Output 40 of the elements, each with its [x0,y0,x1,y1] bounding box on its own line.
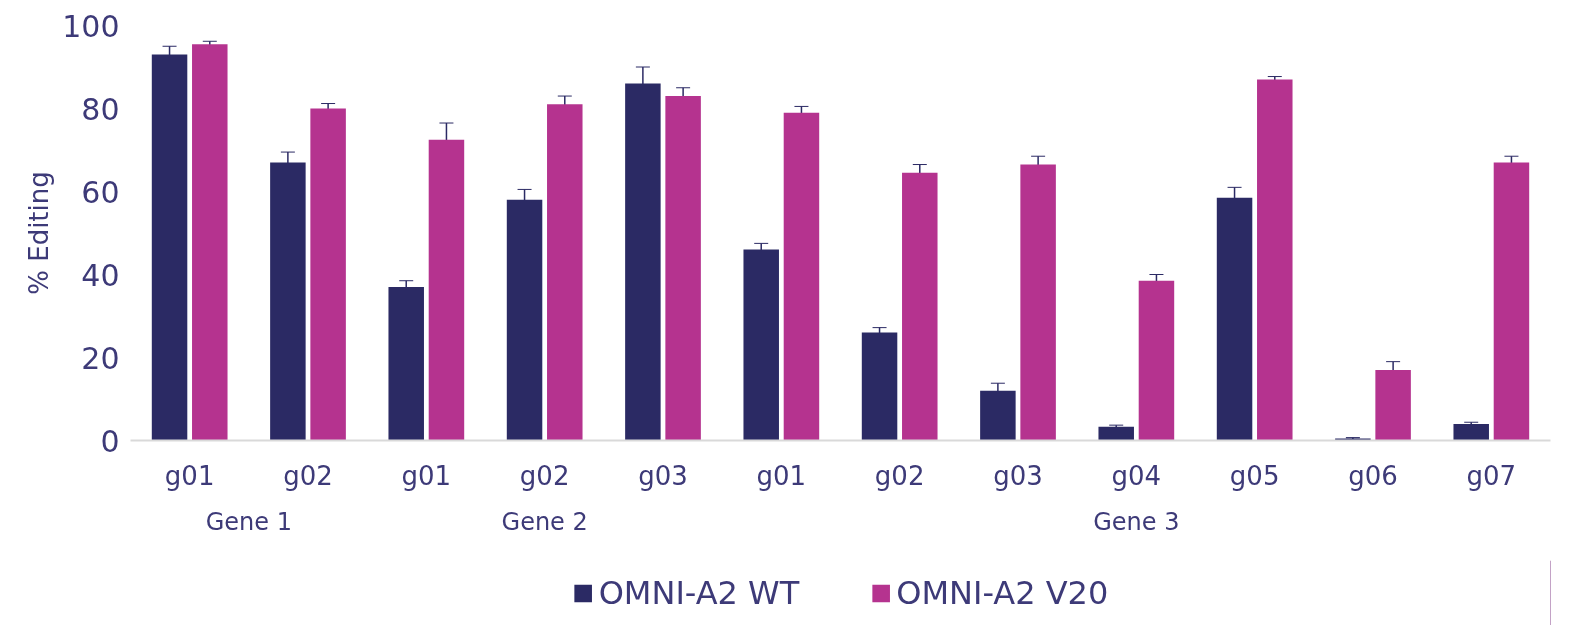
x-tick-label: g03 [638,460,688,491]
y-tick-label: 80 [81,91,120,127]
bar [1335,438,1371,441]
bar [1020,164,1056,441]
bar [902,172,938,441]
x-tick-label: g06 [1348,460,1398,491]
bar [192,44,228,441]
y-axis-title: % Editing [24,171,55,295]
bar [1257,79,1293,441]
bar [428,139,465,441]
x-tick-label: g07 [1466,460,1517,491]
y-tick-label: 40 [81,257,120,293]
y-tick-label: 20 [81,340,120,376]
x-tick-label: g05 [1229,460,1280,491]
bar [310,108,346,441]
legend-label: OMNI-A2 WT [598,573,800,612]
legend-label: OMNI-A2 V20 [896,573,1109,612]
x-tick-label: g01 [164,460,215,491]
x-tick-label: g02 [519,460,570,491]
y-tick-label: 60 [81,174,120,210]
x-tick-label: g02 [283,460,333,491]
y-tick-label: 0 [100,423,120,459]
x-tick-label: g02 [874,460,925,491]
x-tick-label: g03 [993,460,1043,491]
bar [861,332,898,441]
bar [1138,280,1175,441]
text: Gene 1 [205,507,292,536]
bar [665,96,701,441]
bar [1453,423,1489,441]
text: Gene 3 [1093,507,1180,536]
bar [1098,426,1134,441]
x-tick-label: g01 [401,460,452,491]
bar [783,112,820,441]
x-tick-label: g01 [756,460,807,491]
x-tick-label: g04 [1111,460,1162,491]
bar [1493,162,1530,441]
bar [1375,369,1411,441]
y-tick-label: 100 [62,8,120,44]
bar [547,104,583,441]
text: Gene 2 [501,507,588,536]
